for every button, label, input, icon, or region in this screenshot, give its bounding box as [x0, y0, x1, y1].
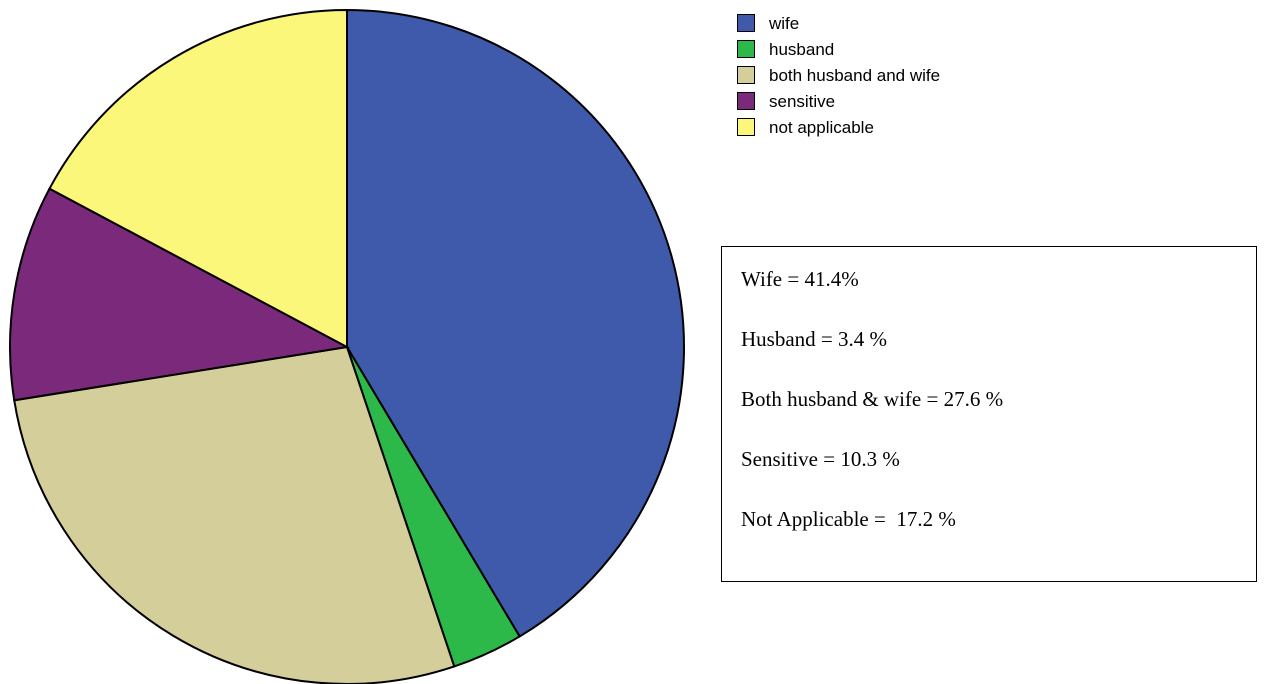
legend-item: not applicable [737, 118, 967, 136]
annotation-text: Wife = 41.4% [741, 267, 859, 291]
legend-label: wife [769, 13, 800, 33]
legend-item: sensitive [737, 92, 967, 110]
legend-swatch [737, 40, 755, 58]
pie-slice [48, 8, 348, 349]
pie-slice [9, 187, 351, 402]
legend-label: husband [769, 39, 835, 59]
annotation-text: Not Applicable = 17.2 % [741, 507, 956, 531]
legend-label: sensitive [769, 91, 836, 111]
annotation-text: Both husband & wife = 27.6 % [741, 387, 1004, 411]
annotation-text: Husband = 3.4 % [741, 327, 887, 351]
pie-chart [9, 8, 685, 684]
legend-item: both husband and wife [737, 66, 967, 84]
legend-swatch [737, 14, 755, 32]
legend-label: not applicable [769, 117, 874, 137]
legend: wife husband both husband and wife sensitiv… [737, 14, 967, 144]
pie-slice [13, 345, 456, 684]
legend-swatch [737, 118, 755, 136]
legend-swatch [737, 92, 755, 110]
pie-slice [346, 8, 685, 638]
legend-item: wife [737, 14, 967, 32]
legend-label: both husband and wife [769, 65, 941, 85]
annotation-text: Sensitive = 10.3 % [741, 447, 900, 471]
legend-swatch [737, 66, 755, 84]
legend-item: husband [737, 40, 967, 58]
annotation-box: Wife = 41.4% Husband = 3.4 % Both husband … [721, 246, 1257, 582]
